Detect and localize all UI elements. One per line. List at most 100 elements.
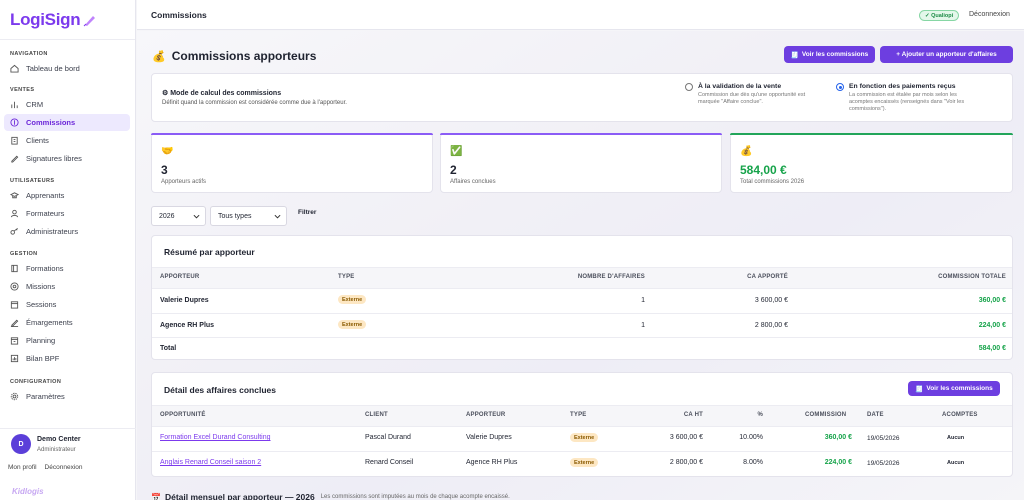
sidebar-item-label: Planning [26,336,56,345]
type-select-value: Tous types [218,212,252,220]
topbar: Commissions ✓ Qualiopi Déconnexion [137,0,1024,30]
page-breadcrumb: Commissions [151,10,207,20]
detail-pct: 8.00% [743,459,763,466]
divider [152,426,1012,427]
edit-icon [10,318,19,327]
user-icon [10,209,19,218]
details-header-row [152,405,1012,426]
detail-acomptes: Aucun [947,435,965,441]
col-header-acomptes: ACOMPTES [942,412,978,418]
sidebar-item-apprenants[interactable]: Apprenants [4,187,130,204]
opportunity-link[interactable]: Anglais Renard Conseil saison 2 [160,459,262,466]
sidebar-item-commissions[interactable]: Commissions [4,114,130,131]
logout-link[interactable]: Déconnexion [969,11,1010,18]
user-name: Demo Center [37,436,81,443]
option-desc-line: commissions"). [849,106,887,112]
sidebar-item-crm[interactable]: CRM [4,96,130,113]
sidebar-item-missions[interactable]: Missions [4,278,130,295]
stat-label: Apporteurs actifs [161,179,207,185]
type-select[interactable]: Tous types [210,206,287,226]
sidebar-item-bilan-bpf[interactable]: Bilan BPF [4,350,130,367]
book-icon [10,264,19,273]
sidebar-item-administrateurs[interactable]: Administrateurs [4,223,130,240]
nav-section-ventes: VENTES [10,87,35,93]
sidebar-item-formations[interactable]: Formations [4,260,130,277]
stat-accent-bar [440,133,722,135]
calendar-icon [10,336,19,345]
option-desc-line: marquée "Affaire conclue". [698,99,763,105]
nav-section-navigation: NAVIGATION [10,51,48,57]
gear-icon [10,392,19,401]
col-header-opportunite: OPPORTUNITÉ [160,412,206,418]
divider [152,337,1012,338]
profile-link[interactable]: Mon profil [8,464,37,471]
divider [152,313,1012,314]
summary-card: Résumé par apporteur APPORTEUR TYPE NOMB… [151,235,1013,360]
opportunity-link[interactable]: Formation Excel Durand Consulting [160,434,271,441]
target-icon [10,282,19,291]
stat-card-total: 💰 584,00 € Total commissions 2026 [730,133,1013,193]
stat-value: 2 [450,163,457,177]
footer-logo: Kidlogis [12,487,44,496]
type-badge: Externe [570,458,599,467]
detail-commission: 224,00 € [824,459,852,466]
summary-title: Résumé par apporteur [164,247,255,257]
sidebar-item-sessions[interactable]: Sessions [4,296,130,313]
view-commissions-button[interactable]: 🧾 Voir les commissions [784,46,875,63]
building-icon [10,136,19,145]
add-apporteur-button[interactable]: + Ajouter un apporteur d'affaires [880,46,1013,63]
home-icon [10,64,19,73]
details-title: Détail des affaires conclues [164,385,276,395]
sidebar-item-clients[interactable]: Clients [4,132,130,149]
receipt-icon: 🧾 [790,51,799,59]
sidebar-item-label: Paramètres [26,392,65,401]
mode-option-payments-radio[interactable] [836,83,844,91]
filter-button[interactable]: Filtrer [298,209,317,216]
view-commissions-label: Voir les commissions [801,51,869,58]
nav-section-utilisateurs: UTILISATEURS [10,178,55,184]
mode-option-validation-title: À la validation de la vente [698,83,782,90]
logo-text: LogiSign [10,9,81,29]
sidebar-item-parametres[interactable]: Paramètres [4,388,130,405]
chevron-down-icon [193,214,200,219]
divider [152,405,1012,406]
sidebar-item-planning[interactable]: Planning [4,332,130,349]
col-header-ca-ht: CA HT [683,412,703,418]
app-logo[interactable]: LogiSign [0,0,135,40]
sidebar-item-label: CRM [26,100,44,109]
summary-ca: 2 800,00 € [754,322,788,329]
nav-section-gestion: GESTION [10,251,38,257]
sidebar-logout-link[interactable]: Déconnexion [44,464,83,471]
main-content: 💰 Commissions apporteurs 🧾 Voir les commi… [137,31,1024,500]
coin-icon [10,118,19,127]
detail-apporteur: Agence RH Plus [466,459,518,466]
sidebar-item-label: Commissions [26,118,76,127]
divider [152,288,1012,289]
sidebar-item-emargements[interactable]: Émargements [4,314,130,331]
money-bag-icon: 💰 [740,146,753,157]
mode-description: Définit quand la commission est considér… [162,100,347,106]
sidebar-item-label: Émargements [26,318,73,327]
sidebar-item-label: Signatures libres [26,154,82,163]
details-view-commissions-button[interactable]: 🧾 Voir les commissions [908,381,1000,396]
mode-option-validation-desc: Commission due dès qu'une opportunité es… [698,92,805,106]
sidebar-item-formateurs[interactable]: Formateurs [4,205,130,222]
option-desc-line: acomptes encaissés (renseignés dans "Voi… [849,99,965,105]
col-header-ca: CA APPORTÉ [747,274,788,280]
sidebar-item-tableau-de-bord[interactable]: Tableau de bord [4,60,130,77]
monthly-note: Les commissions sont imputées au mois de… [320,494,510,500]
detail-client: Renard Conseil [365,459,414,466]
avatar[interactable]: D [11,434,31,454]
summary-apporteur: Agence RH Plus [160,322,215,329]
sidebar-item-signatures-libres[interactable]: Signatures libres [4,150,130,167]
stat-card-affaires: ✅ 2 Affaires conclues [440,133,722,193]
monthly-title: Détail mensuel par apporteur — 2026 [164,492,315,500]
sidebar-item-label: Missions [26,282,56,291]
detail-pct: 10.00% [739,434,763,441]
mode-option-validation-radio[interactable] [685,83,693,91]
stat-value: 3 [161,163,168,177]
receipt-icon: 🧾 [915,385,924,393]
col-header-commission: COMMISSION TOTALE [938,274,1006,280]
year-select[interactable]: 2026 [151,206,206,226]
pen-icon [83,15,96,26]
